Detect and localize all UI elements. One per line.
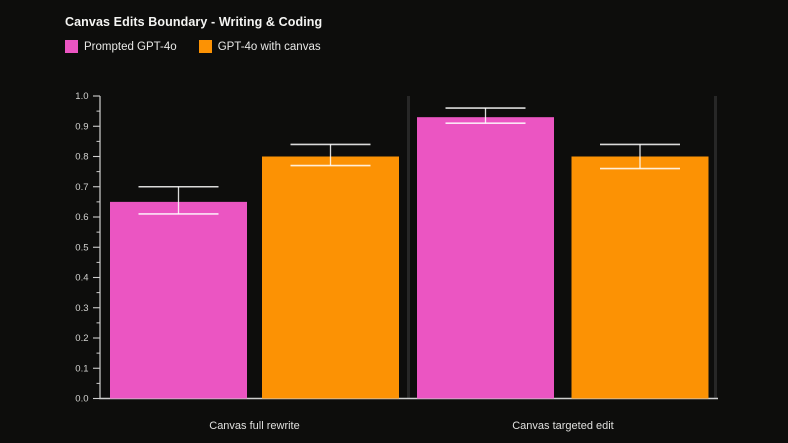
chart-title: Canvas Edits Boundary - Writing & Coding	[65, 15, 323, 29]
legend-label-gpt4o-with-canvas: GPT-4o with canvas	[217, 40, 321, 53]
legend-item-prompted-gpt4o: Prompted GPT-4o	[65, 40, 177, 53]
y-tick-label: 0.8	[75, 152, 88, 163]
y-tick-label: 0.2	[75, 333, 88, 344]
y-tick-label: 0.5	[75, 242, 88, 253]
y-tick-label: 0.6	[75, 212, 88, 223]
y-tick-label: 0.0	[75, 394, 88, 405]
x-category-label: Canvas full rewrite	[209, 420, 299, 432]
y-tick-label: 1.0	[75, 91, 88, 102]
legend-swatch-pink	[65, 40, 78, 53]
y-tick-label: 0.1	[75, 363, 88, 374]
y-tick-label: 0.4	[75, 273, 88, 284]
bar-series0-cat1	[417, 117, 554, 399]
y-tick-label: 0.7	[75, 182, 88, 193]
legend-swatch-orange	[198, 40, 212, 53]
bar-series1-cat0	[262, 156, 399, 399]
y-tick-label: 0.3	[75, 303, 88, 314]
x-category-label: Canvas targeted edit	[512, 420, 614, 432]
bar-series0-cat0	[110, 201, 247, 399]
y-tick-label: 0.9	[75, 121, 88, 132]
legend-item-gpt4o-with-canvas: GPT-4o with canvas	[198, 40, 321, 53]
legend: Prompted GPT-4o GPT-4o with canvas	[65, 40, 321, 53]
bar-series1-cat1	[571, 156, 709, 399]
legend-label-prompted-gpt4o: Prompted GPT-4o	[84, 40, 177, 53]
